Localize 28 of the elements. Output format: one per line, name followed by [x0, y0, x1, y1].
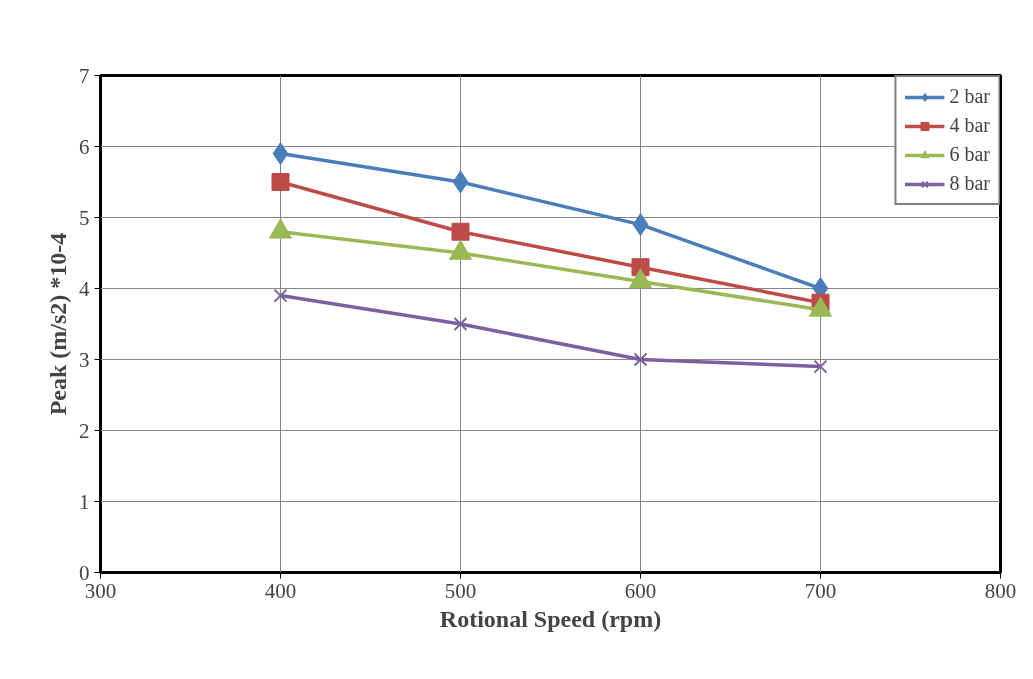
legend-label: 6 bar [949, 143, 990, 166]
y-tick-label: 2 [79, 418, 90, 443]
y-tick-label: 4 [79, 276, 90, 301]
point [271, 173, 290, 191]
point [453, 316, 468, 332]
x-tick-label: 500 [444, 578, 477, 603]
point [272, 142, 289, 166]
x-axis-title: Rotional Speed (rpm) [439, 605, 662, 632]
point [451, 222, 470, 241]
x-tick-label: 400 [264, 578, 297, 603]
y-tick-label: 3 [79, 347, 90, 372]
legend-label: 8 bar [949, 172, 990, 195]
x-tick-label: 600 [624, 578, 657, 603]
point [452, 170, 469, 194]
legend-label: 2 bar [949, 85, 990, 108]
legend-label: 4 bar [949, 114, 990, 137]
y-axis-title: Peak (m/s2) *10-4 [45, 232, 71, 416]
y-tick-label: 0 [79, 560, 90, 585]
point [633, 352, 648, 367]
y-tick-label: 6 [79, 134, 90, 159]
y-tick-label: 5 [79, 205, 90, 230]
y-tick-label: 1 [79, 489, 90, 514]
x-tick-label: 800 [984, 578, 1017, 603]
point [813, 359, 828, 374]
y-tick-label: 7 [79, 63, 90, 88]
point [273, 288, 288, 303]
point [632, 213, 649, 237]
x-tick-label: 700 [804, 578, 837, 603]
